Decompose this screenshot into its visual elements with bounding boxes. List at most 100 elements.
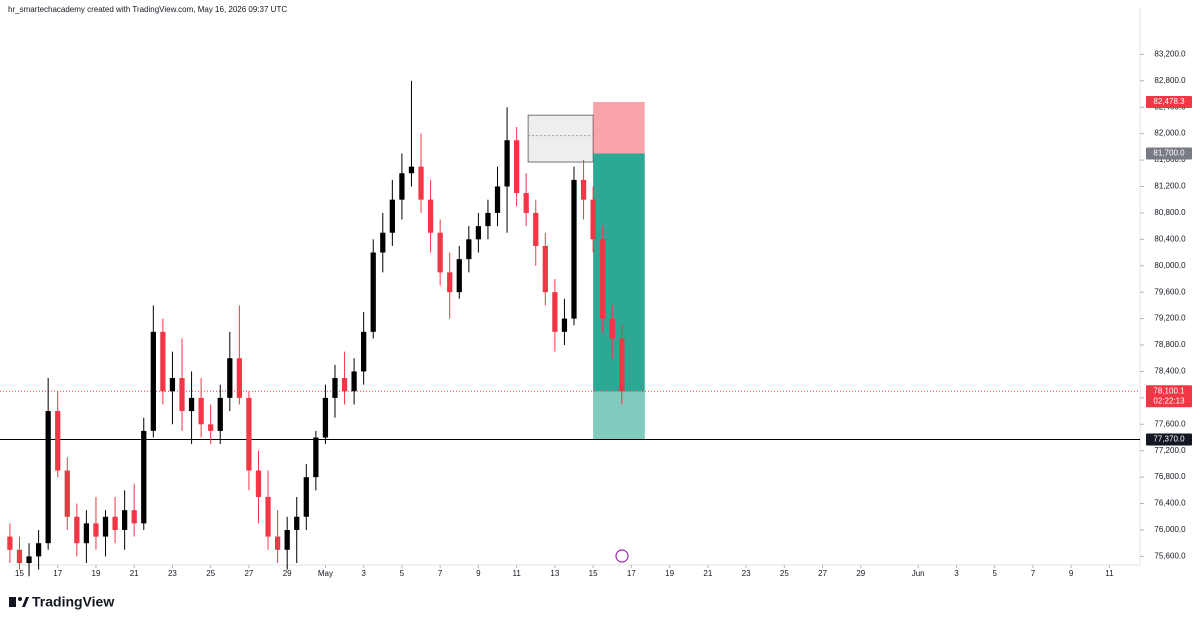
stop-zone [593,102,645,154]
y-tick-label: 76,400.0 [1154,499,1186,508]
candle-body [466,239,472,260]
candle-body [427,199,434,233]
candle-body [131,510,137,524]
candle-body [389,199,395,233]
candle-body [45,411,51,544]
candle-body [418,166,424,200]
x-tick-label: 3 [954,569,959,578]
candle-body [571,179,577,319]
candle-body [227,358,233,398]
x-tick-label: 17 [627,569,636,578]
entry-label-bg [1146,147,1192,160]
candle-body [265,496,271,537]
x-tick-label: 23 [742,569,751,578]
x-tick-label: Jun [912,569,925,578]
x-tick-label: 3 [361,569,366,578]
y-tick-label: 81,600.0 [1154,155,1186,164]
x-tick-label: 17 [53,569,62,578]
candle-body [475,226,482,240]
candle-body [26,556,32,564]
y-tick-label: 83,200.0 [1154,49,1186,58]
y-tick-label: 80,000.0 [1154,261,1186,270]
x-tick-label: 5 [400,569,405,578]
candle-body [542,245,548,293]
x-tick-label: 25 [206,569,215,578]
y-tick-label: 76,800.0 [1154,472,1186,481]
candle-body [35,543,42,557]
x-tick-label: 27 [244,569,253,578]
last-price-label: 78,100.1 [1153,386,1185,395]
candle-body [150,331,156,431]
x-tick-label: 11 [1105,569,1114,578]
candle-body [456,259,462,293]
y-tick-label: 78,800.0 [1154,340,1186,349]
x-tick-label: 9 [1069,569,1074,578]
stop-label: 82,478.3 [1153,97,1185,106]
x-tick-label: 7 [1031,569,1036,578]
x-tick-label: 11 [512,569,521,578]
candle-body [16,549,23,564]
candle-body [122,510,128,530]
y-tick-label: 77,600.0 [1154,419,1186,428]
candle-body [561,318,568,332]
y-tick-label: 80,400.0 [1154,234,1186,243]
candle-body [437,232,443,273]
y-tick-label: 82,000.0 [1154,129,1186,138]
candle-body [523,193,529,213]
x-tick-label: 15 [589,569,598,578]
y-tick-label: 81,200.0 [1154,182,1186,191]
x-tick-label: 21 [703,569,712,578]
candle-body [179,378,185,412]
candle-body [188,397,195,412]
hline-label-bg [1146,433,1192,446]
candle-body [102,516,109,537]
y-tick-label: 78,400.0 [1154,367,1186,376]
candle-body [74,516,80,544]
candle-body [303,477,309,517]
x-tick-label: 19 [665,569,674,578]
y-tick-label: 79,600.0 [1154,287,1186,296]
candle-body [341,378,348,392]
logo [9,597,29,607]
candle-body [580,179,587,200]
candle-body [504,140,510,187]
y-tick-label: 80,800.0 [1154,208,1186,217]
candle-body [294,516,300,530]
x-tick-label: 23 [168,569,177,578]
candle-body [485,212,491,227]
y-tick-label: 79,200.0 [1154,314,1186,323]
candle-body [55,411,61,471]
candle-body [408,166,415,174]
candle-body [361,331,367,372]
event-icon [615,549,629,563]
candle-body [284,529,290,550]
y-tick-label: 75,600.0 [1154,552,1186,561]
candle-body [447,272,453,293]
candle-body [609,318,615,339]
stop-label-bg [1146,96,1192,109]
y-tick-label: 77,200.0 [1154,446,1186,455]
candle-body [246,397,252,471]
candle-body [198,397,204,425]
x-tick-label: 29 [856,569,865,578]
hline-label: 77,370.0 [1153,435,1185,444]
candle-body [600,239,606,319]
candle-body [399,173,405,200]
candle-body [380,232,386,253]
x-tick-label: 27 [818,569,827,578]
x-tick-label: 7 [438,569,443,578]
brand: TradingView [32,594,114,610]
candle-body [169,378,176,392]
candle-body [141,430,147,524]
candle-body [7,536,13,550]
candle-body [93,523,99,537]
candle-body [590,199,596,240]
candle-body [217,397,223,431]
candle-body [322,397,329,438]
candle-body [313,437,319,478]
x-tick-label: 9 [476,569,481,578]
y-tick-label: 76,000.0 [1154,525,1186,534]
candle-body [236,358,243,398]
candle-body [83,523,90,544]
